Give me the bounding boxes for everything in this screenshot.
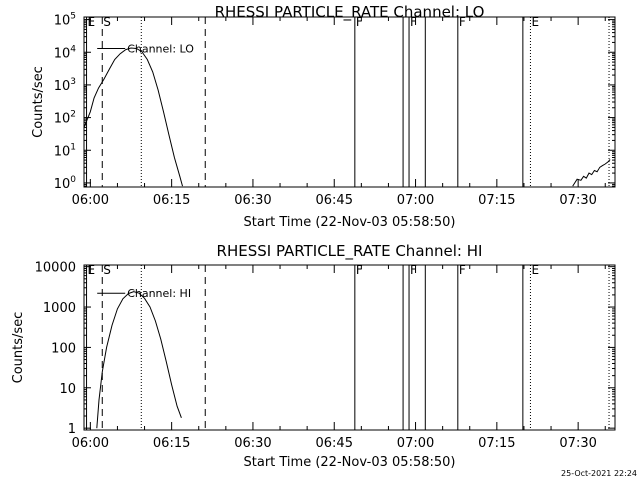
y-axis-label: Counts/sec [31, 66, 46, 138]
event-flag: F [356, 15, 363, 29]
x-tick-label: 07:30 [559, 436, 596, 451]
y-tick-label: 10 [59, 382, 76, 397]
y-tick-label: 102 [54, 110, 76, 127]
event-flag: E [88, 15, 96, 29]
y-tick-label: 100 [51, 341, 76, 356]
x-tick-label: 06:30 [234, 436, 271, 451]
event-flag: F [410, 263, 417, 277]
x-axis-label: Start Time (22-Nov-03 05:58:50) [244, 455, 456, 470]
x-tick-label: 07:00 [397, 436, 434, 451]
series-line-2 [572, 159, 611, 187]
y-tick-label: 10000 [35, 261, 76, 276]
y-tick-label: 100 [54, 175, 77, 192]
chart-title: RHESSI PARTICLE_RATE Channel: LO [215, 3, 485, 22]
x-tick-label: 06:00 [72, 193, 109, 208]
x-tick-label: 06:15 [153, 193, 190, 208]
x-tick-label: 06:15 [153, 436, 190, 451]
x-tick-label: 07:15 [478, 436, 515, 451]
y-tick-label: 105 [54, 12, 76, 29]
event-flag: S [103, 263, 111, 277]
event-flag: F [410, 15, 417, 29]
event-flag: S [103, 15, 111, 29]
x-tick-label: 06:30 [234, 193, 271, 208]
y-tick-label: 1 [68, 422, 76, 437]
y-tick-label: 103 [54, 77, 76, 94]
y-tick-label: 104 [54, 44, 77, 61]
event-flag: F [459, 15, 466, 29]
event-flag: E [88, 263, 96, 277]
y-tick-label: 1000 [43, 301, 76, 316]
x-axis-label: Start Time (22-Nov-03 05:58:50) [244, 215, 456, 230]
chart-panel-1: RHESSI PARTICLE_RATE Channel: LO 06:00 06:… [31, 3, 616, 230]
series-line-1 [84, 47, 183, 187]
footer-timestamp: 25-Oct-2021 22:24 [561, 469, 637, 478]
y-axis-label: Counts/sec [11, 312, 26, 384]
x-tick-label: 07:30 [559, 193, 596, 208]
x-tick-label: 06:45 [316, 436, 353, 451]
event-flag: E [531, 15, 539, 29]
series-annotation: Channel: LO [127, 43, 194, 56]
event-flag: F [356, 263, 363, 277]
x-tick-label: 07:00 [397, 193, 434, 208]
chart-title: RHESSI PARTICLE_RATE Channel: HI [217, 242, 483, 261]
event-flag: F [459, 263, 466, 277]
series-annotation: Channel: HI [127, 287, 191, 300]
x-tick-label: 06:45 [316, 193, 353, 208]
y-tick-label: 101 [54, 142, 76, 159]
event-flag: E [531, 263, 539, 277]
series-line-1 [96, 291, 182, 429]
chart-panel-2: RHESSI PARTICLE_RATE Channel: HI 06:00 06:… [11, 242, 616, 470]
x-tick-label: 07:15 [478, 193, 515, 208]
x-tick-label: 06:00 [72, 436, 109, 451]
